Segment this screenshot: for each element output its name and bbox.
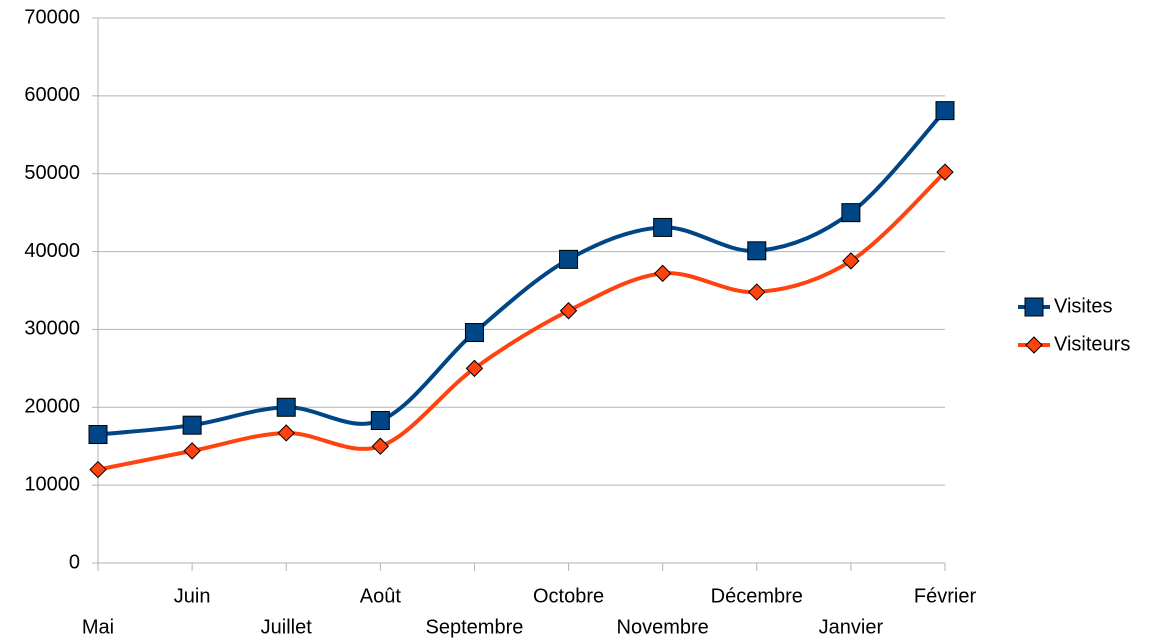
point-marker — [559, 249, 579, 269]
y-tick-label: 70000 — [24, 6, 80, 28]
x-tick-label: Septembre — [426, 616, 524, 638]
y-tick-label: 20000 — [24, 396, 80, 418]
point-marker — [89, 460, 107, 479]
point-marker — [653, 217, 673, 237]
y-tick-label: 50000 — [24, 162, 80, 184]
point-marker — [935, 101, 955, 121]
y-tick-label: 30000 — [24, 318, 80, 340]
point-marker — [464, 323, 484, 343]
legend-item: Visiteurs — [1018, 333, 1130, 355]
point-marker — [276, 397, 296, 417]
legend-marker — [1024, 297, 1044, 317]
point-marker — [842, 252, 860, 270]
point-marker — [370, 411, 390, 431]
x-tick-label: Juillet — [261, 616, 313, 638]
legend-item: Visites — [1018, 295, 1113, 317]
point-marker — [88, 425, 108, 445]
point-marker — [936, 163, 954, 181]
x-tick-label: Mai — [82, 616, 114, 638]
point-marker — [653, 264, 672, 283]
legend-marker — [1025, 336, 1043, 354]
y-tick-label: 40000 — [24, 240, 80, 262]
point-marker — [371, 437, 390, 455]
x-tick-label: Juin — [174, 585, 211, 607]
y-tick-label: 60000 — [24, 84, 80, 106]
x-tick-label: Décembre — [711, 585, 803, 607]
point-marker — [747, 241, 767, 261]
x-tick-label: Novembre — [617, 616, 709, 638]
y-tick-label: 10000 — [24, 473, 80, 495]
point-marker — [182, 415, 202, 435]
point-marker — [277, 424, 295, 442]
point-marker — [465, 359, 484, 378]
point-marker — [841, 203, 861, 223]
y-tick-label: 0 — [69, 551, 80, 573]
x-tick-label: Janvier — [819, 616, 884, 638]
series-line — [97, 109, 947, 437]
point-marker — [559, 302, 578, 320]
x-tick-label: Octobre — [533, 585, 604, 607]
point-marker — [748, 283, 766, 301]
x-tick-label: Février — [914, 585, 977, 607]
series-line — [97, 170, 947, 472]
x-tick-label: Août — [360, 585, 402, 607]
legend-label: Visiteurs — [1054, 333, 1130, 355]
legend-label: Visites — [1054, 295, 1113, 317]
point-marker — [183, 442, 201, 460]
